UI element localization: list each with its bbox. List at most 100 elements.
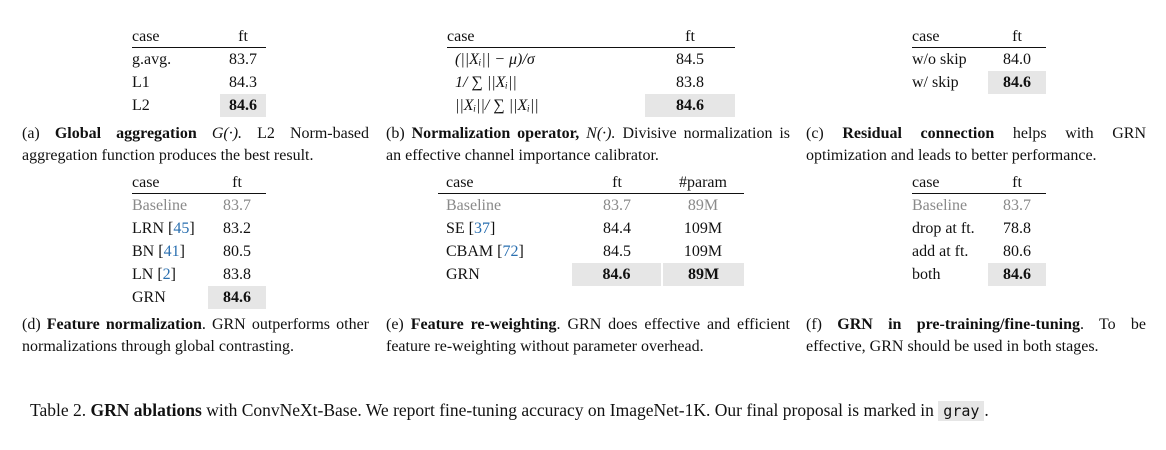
caption-text: with ConvNeXt-Base. We report fine-tunin… (206, 400, 934, 420)
table-row: Baseline 83.7 (912, 194, 1046, 218)
row-name: LN [ (132, 265, 163, 283)
caption-d: (d) Feature normalization. GRN outperfor… (22, 314, 369, 358)
caption-text: . To be effective, GRN should be used in… (806, 316, 1147, 355)
table-c: case ft w/o skip 84.0 w/ skip 84.6 (912, 26, 1046, 94)
cell: L2 (132, 96, 150, 114)
cell: 1/ ∑ ||Xᵢ|| (455, 73, 517, 91)
table-row: BN [41] 80.5 (132, 240, 266, 263)
caption-e: (e) Feature re-weighting. GRN does effec… (386, 314, 790, 358)
caption-text: Divisive normalization is an effective c… (386, 125, 791, 164)
col-header: case (447, 26, 645, 48)
table-row: Baseline 83.7 89M (438, 194, 744, 218)
caption-text: . GRN outperforms other normalizations t… (22, 316, 369, 355)
row-name: Baseline (446, 196, 502, 214)
table-a: case ft g.avg. 83.7 L1 84.3 L2 84.6 (132, 26, 266, 117)
table-row: Baseline 83.7 (132, 194, 266, 218)
citation-link[interactable]: 41 (163, 242, 180, 260)
col-header: #param (662, 172, 744, 194)
caption-bold: Feature re-weighting (410, 316, 557, 333)
cell: 78.8 (1003, 219, 1031, 237)
table-row: (||Xᵢ|| − μ)/σ 84.5 (447, 48, 735, 72)
caption-suffix: . (984, 400, 989, 420)
table-b: case ft (||Xᵢ|| − μ)/σ 84.5 1/ ∑ ||Xᵢ|| 83.… (447, 26, 735, 117)
cell: (||Xᵢ|| − μ)/σ (455, 50, 535, 68)
cell: L1 (132, 73, 150, 91)
caption-c: (c) Residual connection helps with GRN o… (806, 123, 1146, 167)
cell: CBAM [72] (446, 242, 524, 260)
cell: LRN [45] (132, 219, 195, 237)
table-row: 1/ ∑ ||Xᵢ|| 83.8 (447, 71, 735, 94)
cell-highlight: 84.6 (208, 286, 266, 309)
cell: 83.2 (223, 219, 251, 237)
table-row: g.avg. 83.7 (132, 48, 266, 72)
col-header: case (912, 172, 988, 194)
citation-link[interactable]: 72 (502, 242, 519, 260)
cell: 83.7 (229, 50, 257, 68)
caption-bold: Normalization operator, (411, 125, 580, 142)
col-header: ft (572, 172, 662, 194)
col-header: case (438, 172, 572, 194)
citation-link[interactable]: 2 (162, 265, 171, 283)
table-row: both 84.6 (912, 263, 1046, 286)
row-name: SE [ (446, 219, 474, 237)
row-name: GRN (132, 288, 166, 306)
table-row: GRN 84.6 (132, 286, 266, 309)
table-d: case ft Baseline 83.7 LRN [45] 83.2 BN [41]… (132, 172, 266, 309)
table-row: ||Xᵢ||/ ∑ ||Xᵢ|| 84.6 (447, 94, 735, 117)
table-f: case ft Baseline 83.7 drop at ft. 78.8 add … (912, 172, 1046, 286)
cell: Baseline (438, 194, 572, 218)
cell: BN [41] (132, 242, 185, 260)
table-row: L1 84.3 (132, 71, 266, 94)
caption-f: (f) GRN in pre-training/fine-tuning. To … (806, 314, 1146, 358)
cell: 84.3 (229, 73, 257, 91)
caption-bold: Global aggregation (54, 125, 197, 142)
cell: GRN (132, 286, 208, 309)
row-name: BN [ (132, 242, 164, 260)
table-row: SE [37] 84.4 109M (438, 217, 744, 240)
col-header: case (912, 26, 988, 48)
cell: 84.5 (676, 50, 704, 68)
col-header: ft (645, 26, 735, 48)
col-header: ft (208, 172, 266, 194)
cell: w/o skip (912, 50, 967, 68)
table-row: GRN 84.6 89M (438, 263, 744, 286)
cell: both (912, 265, 941, 283)
caption-math: G(·). (211, 125, 243, 142)
caption-label: (d) (22, 316, 41, 333)
cell: 80.6 (1003, 242, 1031, 260)
row-name: CBAM [ (446, 242, 503, 260)
table-row: CBAM [72] 84.5 109M (438, 240, 744, 263)
row-name: GRN (446, 265, 480, 283)
caption-label: (e) (386, 316, 404, 333)
cell-highlight: 89M (661, 263, 744, 286)
table-row: L2 84.6 (132, 94, 266, 117)
caption-text: L2 Norm-based aggregation function produ… (22, 125, 370, 164)
caption-text: helps with GRN optimization and leads to… (806, 125, 1146, 164)
cell: 83.7 (603, 196, 631, 214)
col-header: case (132, 172, 208, 194)
cell: g.avg. (132, 50, 172, 68)
table-row: w/o skip 84.0 (912, 48, 1046, 72)
table-row: LRN [45] 83.2 (132, 217, 266, 240)
table-row: drop at ft. 78.8 (912, 217, 1046, 240)
caption-math: N(·). (586, 125, 616, 142)
cell: 80.5 (223, 242, 251, 260)
col-header: ft (220, 26, 266, 48)
col-header: ft (988, 172, 1046, 194)
row-name: Baseline (132, 196, 188, 214)
caption-label: (c) (806, 125, 824, 142)
caption-label: (f) (806, 316, 822, 333)
col-header: ft (988, 26, 1046, 48)
cell: 84.4 (603, 219, 631, 237)
cell-highlight: 84.6 (220, 94, 266, 117)
cell: Baseline (132, 194, 208, 218)
citation-link[interactable]: 37 (474, 219, 490, 237)
caption-b: (b) Normalization operator, N(·). Divisi… (386, 123, 790, 167)
citation-link[interactable]: 45 (173, 219, 190, 237)
cell-highlight: 84.6 (572, 263, 662, 286)
caption-bold: Residual connection (842, 125, 995, 142)
caption-bold: GRN ablations (90, 400, 202, 420)
cell: 83.8 (223, 265, 251, 283)
cell: drop at ft. (912, 219, 975, 237)
caption-bold: Feature normalization (46, 316, 202, 333)
